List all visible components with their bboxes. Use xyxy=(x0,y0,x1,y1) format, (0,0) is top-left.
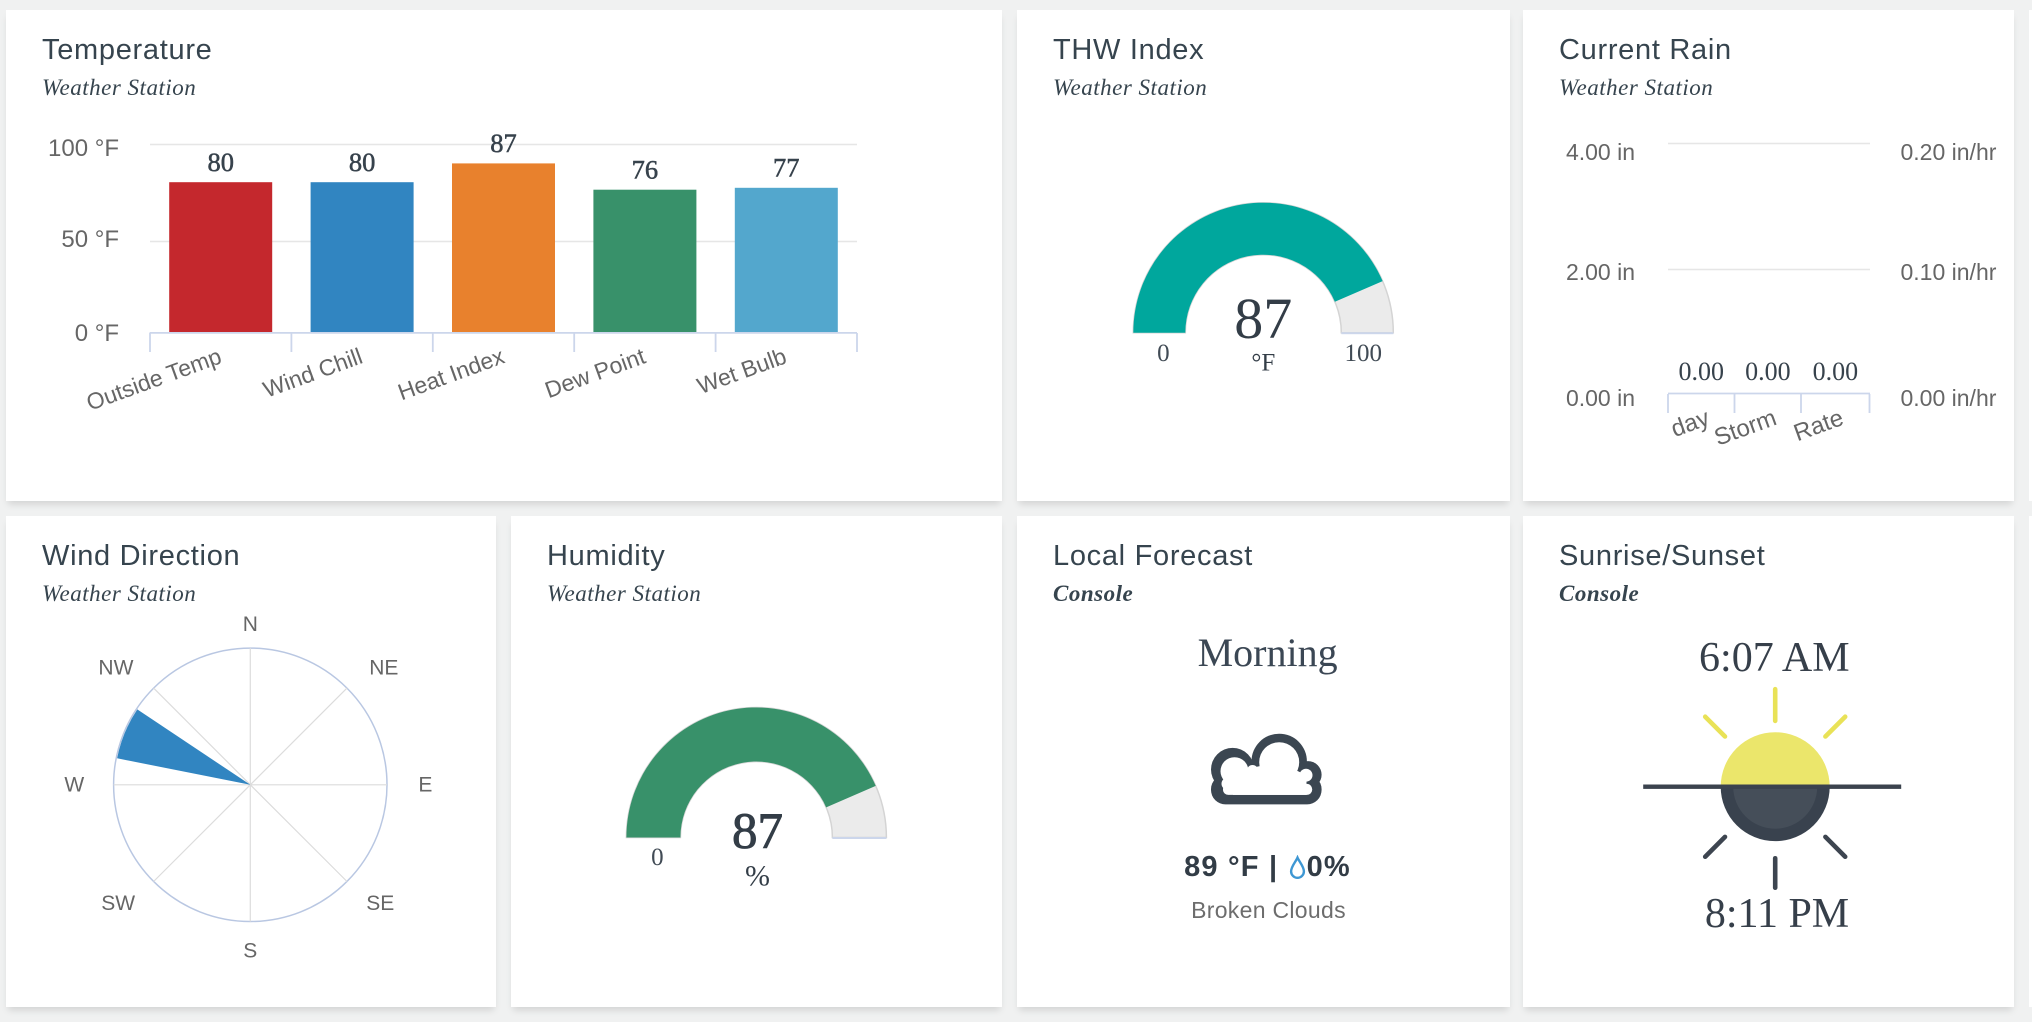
svg-text:0.00: 0.00 xyxy=(1679,357,1725,386)
svg-text:Wet Bulb: Wet Bulb xyxy=(694,343,790,399)
svg-text:0: 0 xyxy=(651,844,664,871)
svg-text:SE: SE xyxy=(366,892,394,915)
svg-text:0: 0 xyxy=(1157,340,1170,367)
svg-text:80: 80 xyxy=(207,147,234,177)
svg-text:Dew Point: Dew Point xyxy=(541,343,649,403)
svg-text:0.00 in/hr: 0.00 in/hr xyxy=(1901,385,1997,411)
svg-text:E: E xyxy=(418,773,432,796)
svg-text:4.00 in: 4.00 in xyxy=(1566,139,1635,165)
svg-text:NE: NE xyxy=(369,656,398,679)
svg-text:N: N xyxy=(243,613,258,636)
svg-text:%: % xyxy=(745,860,770,893)
svg-text:0.20 in/hr: 0.20 in/hr xyxy=(1901,139,1997,165)
svg-text:Wind Chill: Wind Chill xyxy=(260,343,366,403)
svg-text:Heat Index: Heat Index xyxy=(394,343,508,406)
svg-text:100: 100 xyxy=(1344,340,1382,367)
svg-text:8:11 PM: 8:11 PM xyxy=(1705,891,1849,937)
svg-text:2.00 in: 2.00 in xyxy=(1566,259,1635,285)
svg-text:Morning: Morning xyxy=(1198,630,1338,675)
svg-text:W: W xyxy=(64,773,84,796)
svg-text:6:07 AM: 6:07 AM xyxy=(1699,635,1850,681)
svg-text:87: 87 xyxy=(1234,286,1292,351)
svg-text:°F: °F xyxy=(1251,349,1275,376)
svg-text:0.00 in: 0.00 in xyxy=(1566,385,1635,411)
svg-text:76: 76 xyxy=(632,154,659,184)
svg-text:77: 77 xyxy=(773,153,800,183)
svg-text:Storm: Storm xyxy=(1711,404,1780,451)
svg-text:Rate: Rate xyxy=(1790,404,1847,447)
svg-text:87: 87 xyxy=(732,804,783,860)
svg-text:Outside Temp: Outside Temp xyxy=(83,343,225,416)
svg-text:NW: NW xyxy=(98,656,133,679)
svg-text:0.00: 0.00 xyxy=(1813,357,1859,386)
svg-text:50 °F: 50 °F xyxy=(61,226,119,253)
svg-text:day: day xyxy=(1667,404,1713,443)
svg-text:0 °F: 0 °F xyxy=(75,320,119,347)
svg-text:80: 80 xyxy=(349,147,376,177)
svg-text:0.00: 0.00 xyxy=(1745,357,1791,386)
svg-text:SW: SW xyxy=(101,892,135,915)
svg-text:87: 87 xyxy=(490,128,517,158)
svg-text:0.10 in/hr: 0.10 in/hr xyxy=(1901,259,1997,285)
svg-text:100 °F: 100 °F xyxy=(48,135,119,162)
svg-text:S: S xyxy=(243,940,257,963)
